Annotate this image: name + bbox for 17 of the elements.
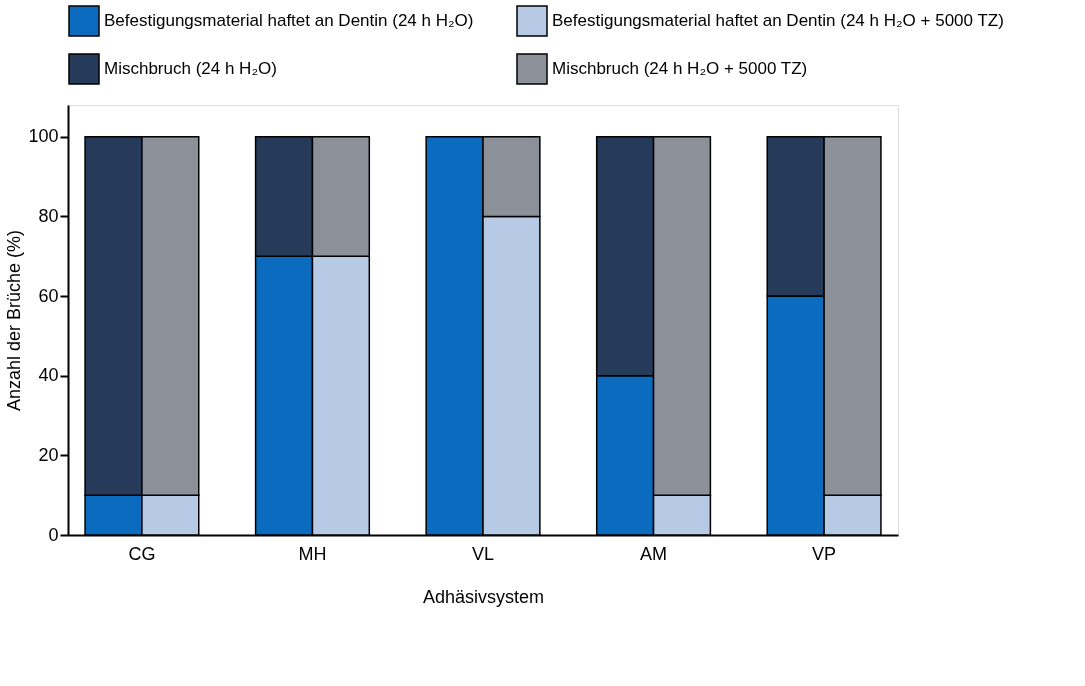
- y-axis-title: Anzahl der Brüche (%): [4, 229, 25, 412]
- legend-label: Befestigungsmaterial haftet an Dentin (24 h H₂O + 5000 TZ): [552, 11, 1004, 30]
- y-tick-label: 60: [38, 285, 59, 306]
- legend-label: Mischbruch (24 h H₂O): [104, 59, 277, 78]
- y-tick-label: 20: [38, 444, 59, 465]
- x-tick-label: AM: [640, 543, 668, 564]
- x-tick-label: CG: [128, 543, 156, 564]
- x-tick-label: VP: [812, 543, 837, 564]
- y-tick-label: 100: [28, 126, 59, 147]
- legend-label: Befestigungsmaterial haftet an Dentin (24 h H₂O): [104, 11, 474, 30]
- x-tick-label: MH: [298, 543, 327, 564]
- x-tick-label: VL: [471, 543, 495, 564]
- legend-label: Mischbruch (24 h H₂O + 5000 TZ): [552, 59, 808, 78]
- x-axis-title: Adhäsivsystem: [422, 586, 545, 607]
- y-tick-label: 80: [38, 205, 59, 226]
- y-tick-label: 40: [38, 365, 59, 386]
- y-tick-label: 0: [48, 524, 59, 545]
